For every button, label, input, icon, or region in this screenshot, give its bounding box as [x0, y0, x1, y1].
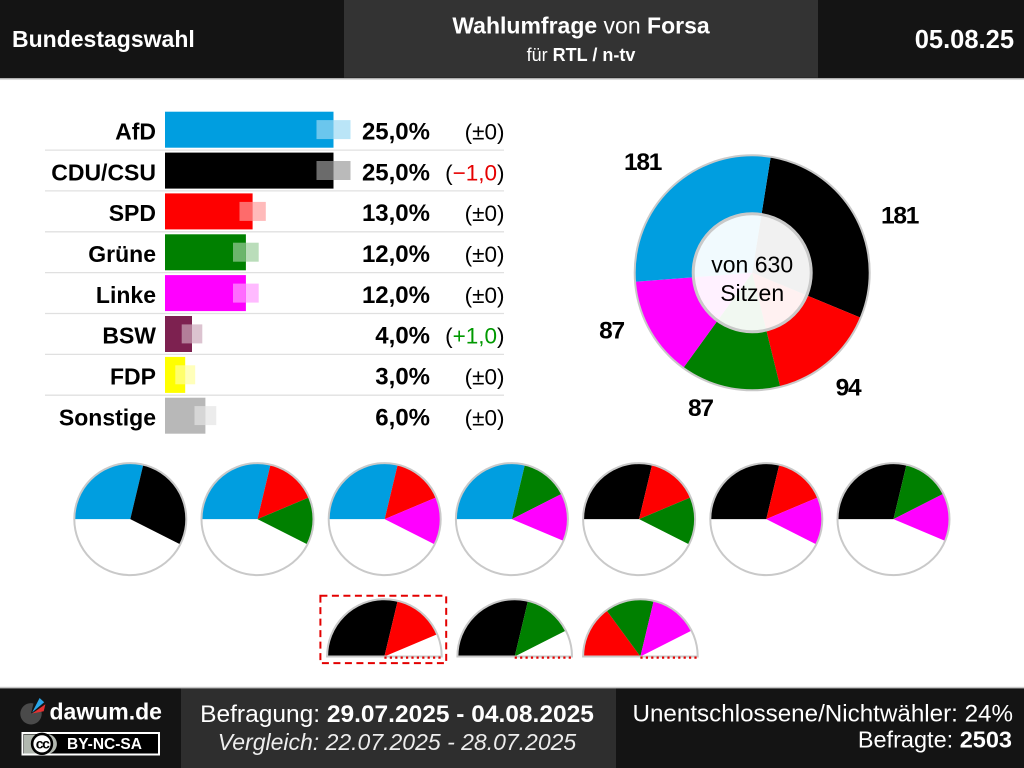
- svg-text:87: 87: [688, 395, 713, 422]
- svg-text:für RTL / n-tv: für RTL / n-tv: [527, 45, 636, 65]
- svg-text:181: 181: [881, 203, 919, 230]
- svg-text:Linke: Linke: [96, 282, 156, 308]
- svg-text:dawum.de: dawum.de: [50, 699, 162, 725]
- svg-text:(±0): (±0): [465, 365, 505, 390]
- svg-text:BY-NC-SA: BY-NC-SA: [67, 736, 142, 753]
- svg-text:87: 87: [599, 317, 624, 344]
- svg-text:12,0%: 12,0%: [362, 241, 430, 268]
- svg-text:CDU/CSU: CDU/CSU: [51, 159, 156, 185]
- svg-text:4,0%: 4,0%: [375, 323, 430, 350]
- svg-text:Befragte: 2503: Befragte: 2503: [858, 727, 1012, 753]
- svg-text:(±0): (±0): [465, 119, 505, 144]
- svg-text:Sonstige: Sonstige: [59, 404, 156, 430]
- svg-text:13,0%: 13,0%: [362, 200, 430, 227]
- svg-text:(±0): (±0): [465, 405, 505, 430]
- svg-text:(±0): (±0): [465, 283, 505, 308]
- svg-text:Grüne: Grüne: [88, 241, 156, 267]
- svg-text:Sitzen: Sitzen: [720, 280, 784, 306]
- svg-text:Vergleich: 22.07.2025 - 28.07.: Vergleich: 22.07.2025 - 28.07.2025: [218, 729, 577, 755]
- svg-text:94: 94: [836, 374, 862, 401]
- svg-text:05.08.25: 05.08.25: [915, 26, 1014, 54]
- svg-text:Wahlumfrage von Forsa: Wahlumfrage von Forsa: [452, 13, 710, 39]
- svg-text:181: 181: [624, 149, 662, 176]
- svg-text:(±0): (±0): [465, 242, 505, 267]
- svg-text:25,0%: 25,0%: [362, 118, 430, 145]
- svg-text:SPD: SPD: [109, 200, 156, 226]
- svg-text:Unentschlossene/Nichtwähler: 2: Unentschlossene/Nichtwähler: 24%: [633, 701, 1013, 728]
- svg-text:Befragung: 29.07.2025 - 04.08.: Befragung: 29.07.2025 - 04.08.2025: [200, 701, 594, 728]
- svg-text:(−1,0): (−1,0): [445, 160, 504, 185]
- svg-text:12,0%: 12,0%: [362, 282, 430, 309]
- svg-text:Bundestagswahl: Bundestagswahl: [12, 26, 195, 52]
- svg-text:6,0%: 6,0%: [375, 404, 430, 431]
- svg-text:von 630: von 630: [711, 251, 793, 277]
- svg-text:BSW: BSW: [102, 323, 156, 349]
- svg-text:FDP: FDP: [110, 364, 156, 390]
- svg-text:25,0%: 25,0%: [362, 159, 430, 186]
- svg-text:cc: cc: [36, 736, 50, 752]
- svg-text:3,0%: 3,0%: [375, 364, 430, 391]
- svg-text:(±0): (±0): [465, 201, 505, 226]
- svg-text:(+1,0): (+1,0): [445, 324, 504, 349]
- svg-text:AfD: AfD: [115, 118, 156, 144]
